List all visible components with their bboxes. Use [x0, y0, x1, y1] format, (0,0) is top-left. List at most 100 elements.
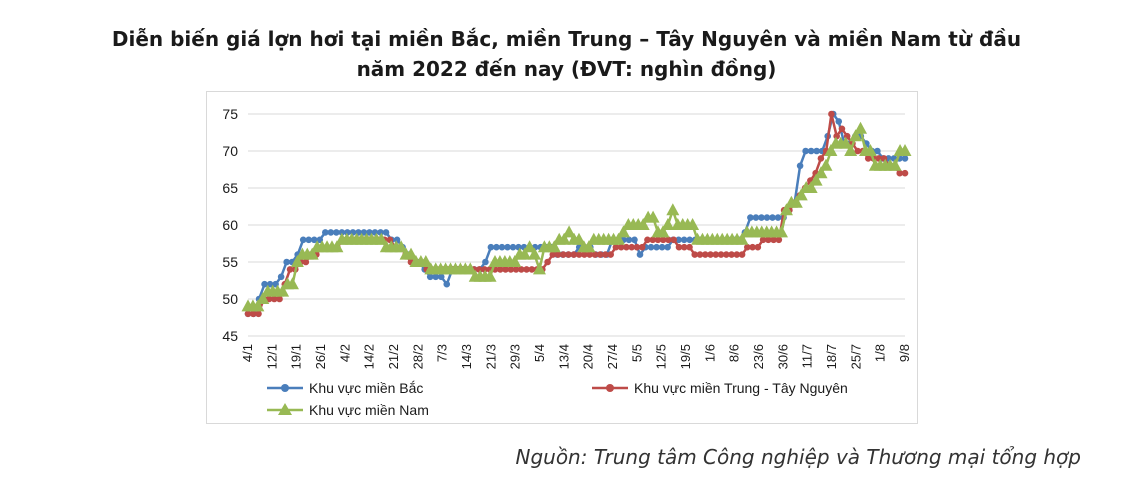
- x-tick-label: 14/2: [362, 344, 377, 369]
- data-point-central: [759, 236, 767, 244]
- data-point-south: [616, 225, 630, 238]
- legend-label: Khu vực miền Bắc: [309, 380, 423, 396]
- data-point-south: [789, 195, 803, 208]
- data-point-south: [557, 232, 571, 245]
- data-point-north: [625, 236, 633, 244]
- data-point-north: [807, 147, 815, 155]
- data-point-central: [617, 243, 625, 251]
- data-point-north: [835, 118, 843, 125]
- legend-marker-circle: [281, 384, 289, 392]
- data-point-north: [664, 243, 671, 251]
- data-point-north: [327, 229, 335, 236]
- data-point-central: [502, 266, 509, 273]
- data-point-north: [338, 229, 346, 236]
- x-tick-label: 20/4: [581, 344, 596, 369]
- data-point-central: [565, 251, 572, 258]
- chart-title: Diễn biến giá lợn hơi tại miền Bắc, miền…: [0, 24, 1133, 84]
- data-point-south: [646, 210, 660, 223]
- data-point-north: [769, 214, 776, 221]
- x-tick-label: 1/8: [873, 344, 888, 362]
- data-point-north: [344, 229, 351, 236]
- data-point-north: [680, 236, 688, 244]
- data-point-central: [670, 236, 678, 244]
- data-point-central: [838, 125, 846, 133]
- data-point-central: [544, 258, 551, 266]
- data-point-central: [775, 236, 783, 244]
- data-point-north: [636, 251, 644, 258]
- data-point-central: [586, 251, 593, 258]
- x-tick-label: 13/4: [556, 344, 571, 369]
- data-point-south: [666, 203, 680, 216]
- data-point-north: [796, 162, 804, 170]
- data-point-north: [482, 258, 489, 266]
- x-tick-label: 4/2: [337, 344, 352, 362]
- legend-label: Khu vực miền Trung - Tây Nguyên: [634, 380, 848, 396]
- legend-label: Khu vực miền Nam: [309, 402, 429, 418]
- data-point-central: [286, 266, 294, 273]
- data-point-south: [483, 269, 497, 282]
- data-point-south: [523, 240, 537, 253]
- data-point-south: [814, 166, 828, 179]
- data-point-south: [547, 240, 561, 253]
- data-point-south: [636, 218, 650, 230]
- x-tick-label: 4/1: [240, 344, 255, 362]
- x-tick-label: 19/5: [678, 344, 693, 369]
- data-point-central: [496, 266, 504, 273]
- data-point-central: [744, 243, 751, 251]
- data-point-south: [656, 225, 670, 238]
- data-point-central: [596, 251, 604, 258]
- data-point-south: [863, 144, 877, 156]
- data-point-central: [638, 243, 646, 251]
- data-point-north: [437, 273, 445, 281]
- x-tick-label: 29/3: [508, 344, 523, 369]
- data-point-north: [813, 147, 820, 155]
- data-point-north: [763, 214, 771, 221]
- data-point-central: [607, 251, 614, 258]
- chart-title-line-1: Diễn biến giá lợn hơi tại miền Bắc, miền…: [111, 27, 1022, 51]
- data-point-central: [591, 251, 599, 258]
- data-point-north: [432, 273, 440, 281]
- data-point-south: [256, 292, 270, 304]
- data-point-central: [733, 251, 741, 258]
- data-point-central: [549, 251, 557, 258]
- data-point-north: [493, 243, 500, 251]
- data-point-central: [633, 243, 641, 251]
- data-point-central: [570, 251, 578, 258]
- data-point-central: [623, 243, 630, 251]
- data-point-south: [824, 144, 838, 156]
- data-point-north: [261, 280, 268, 288]
- data-point-central: [560, 251, 567, 258]
- legend-marker-triangle: [278, 403, 292, 415]
- data-point-north: [377, 229, 384, 236]
- x-tick-label: 18/7: [824, 344, 839, 369]
- data-point-central: [712, 251, 720, 258]
- data-point-south: [532, 262, 546, 275]
- data-point-south: [285, 277, 299, 290]
- y-tick-label: 45: [222, 328, 238, 344]
- data-point-north: [504, 243, 511, 251]
- data-point-north: [774, 214, 782, 221]
- data-point-south: [518, 247, 532, 260]
- data-point-central: [244, 310, 252, 318]
- legend-marker-circle: [606, 384, 614, 392]
- data-point-south: [898, 144, 912, 156]
- data-point-north: [333, 229, 340, 236]
- data-point-south: [419, 255, 433, 267]
- data-point-south: [572, 232, 586, 245]
- x-tick-label: 28/2: [410, 344, 425, 369]
- x-tick-label: 8/6: [727, 344, 742, 362]
- data-point-central: [649, 236, 657, 244]
- data-point-central: [686, 243, 693, 251]
- data-point-central: [581, 251, 588, 258]
- x-tick-label: 26/1: [313, 344, 328, 369]
- y-tick-label: 70: [222, 143, 238, 159]
- data-point-north: [802, 147, 809, 155]
- data-point-central: [659, 236, 667, 244]
- data-point-central: [749, 243, 756, 251]
- data-point-south: [888, 158, 902, 171]
- data-point-central: [507, 266, 515, 273]
- data-point-south: [305, 247, 319, 260]
- data-point-north: [752, 214, 760, 221]
- data-point-south: [854, 121, 868, 134]
- data-point-central: [728, 251, 735, 258]
